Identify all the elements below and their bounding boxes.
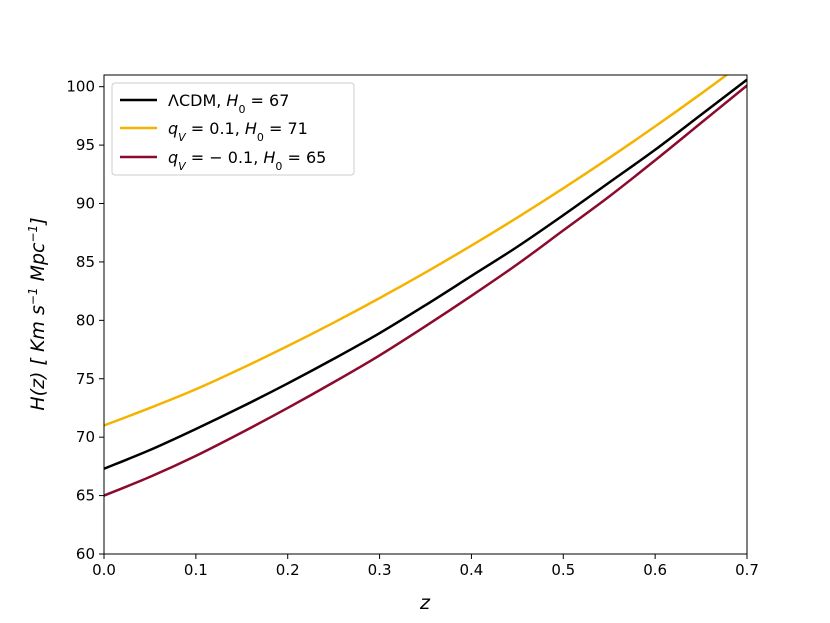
series-line-lcdm: [104, 78, 747, 470]
y-tick-label: 90: [76, 195, 95, 213]
y-tick-label: 65: [76, 487, 95, 505]
x-tick-label: 0.1: [184, 561, 208, 579]
plot-frame: [103, 74, 748, 555]
y-tick-label: 60: [76, 545, 95, 563]
x-tick-label: 0.2: [276, 561, 300, 579]
x-tick-label: 0.3: [368, 561, 392, 579]
series-layer: [104, 75, 747, 497]
x-tick-label: 0.0: [92, 561, 116, 579]
y-tick-label: 85: [76, 253, 95, 271]
x-axis-ticks: 0.0 0.1 0.2 0.3 0.4 0.5 0.6 0.7: [92, 554, 759, 579]
y-tick-label: 95: [76, 136, 95, 154]
series-line-qv-negative: [104, 84, 747, 497]
y-tick-label: 70: [76, 428, 95, 446]
y-axis-ticks: 60 65 70 75 80 85 90 95 100: [66, 78, 104, 563]
y-tick-label: 75: [76, 370, 95, 388]
x-tick-label: 0.4: [459, 561, 483, 579]
y-axis-label: H(z) [ Km s−1 Mpc−1]: [26, 217, 49, 410]
x-tick-label: 0.5: [551, 561, 575, 579]
x-axis-label: z: [419, 592, 431, 614]
y-tick-label: 80: [76, 311, 95, 329]
series-line-qv-positive: [104, 75, 729, 427]
y-tick-label: 100: [66, 78, 95, 96]
legend: ΛCDM, H0 = 67 qV = 0.1, H0 = 71 qV = − 0…: [111, 82, 355, 176]
x-tick-label: 0.6: [643, 561, 667, 579]
x-tick-label: 0.7: [735, 561, 759, 579]
legend-frame: [111, 82, 355, 176]
